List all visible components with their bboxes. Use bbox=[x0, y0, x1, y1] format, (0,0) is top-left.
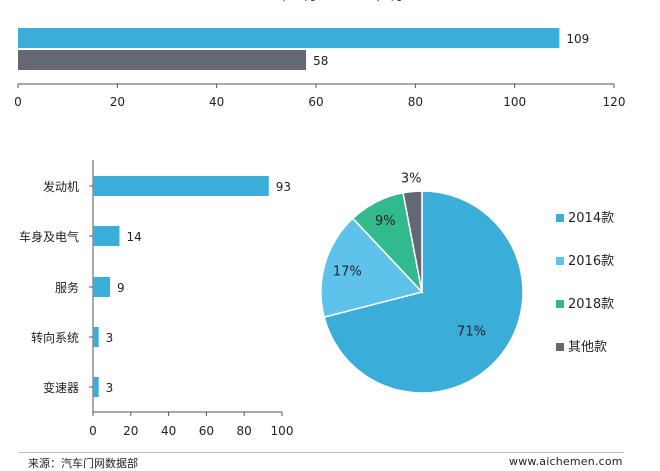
legend-swatch-1 bbox=[556, 257, 564, 265]
legend-label-0: 2014款 bbox=[568, 211, 614, 226]
category-label: 发动机 bbox=[43, 179, 79, 194]
bar bbox=[93, 327, 99, 347]
bar-0 bbox=[18, 28, 560, 48]
bar bbox=[93, 176, 269, 196]
bar bbox=[93, 377, 99, 397]
bar bbox=[93, 226, 120, 246]
category-label: 服务 bbox=[55, 280, 79, 295]
category-label: 车身及电气 bbox=[19, 229, 79, 244]
x-tick-label-60: 60 bbox=[308, 95, 323, 109]
bar-value-label: 3 bbox=[106, 331, 114, 345]
x-tick-label-80: 80 bbox=[237, 424, 252, 438]
legend-swatch-0 bbox=[556, 214, 564, 222]
bar bbox=[93, 277, 111, 297]
x-tick-label-40: 40 bbox=[209, 95, 224, 109]
legend-label-2: 2018款 bbox=[568, 297, 614, 312]
legend-swatch-3 bbox=[556, 343, 564, 351]
x-tick-label-20: 20 bbox=[123, 424, 138, 438]
bar-1 bbox=[18, 50, 307, 70]
x-tick-label-0: 0 bbox=[89, 424, 97, 438]
pie-label-0: 71% bbox=[457, 324, 486, 339]
footer-divider bbox=[18, 452, 624, 453]
category-label: 转向系统 bbox=[31, 330, 79, 345]
category-label: 变速器 bbox=[43, 380, 79, 395]
bar-value-label: 3 bbox=[106, 381, 114, 395]
x-tick-label-100: 100 bbox=[271, 424, 294, 438]
bar-value-label-1: 58 bbox=[313, 54, 328, 68]
x-tick-label-0: 0 bbox=[14, 95, 22, 109]
x-tick-label-120: 120 bbox=[603, 95, 626, 109]
x-tick-label-20: 20 bbox=[110, 95, 125, 109]
bar-value-label: 93 bbox=[276, 180, 291, 194]
pie-label-3: 3% bbox=[401, 171, 422, 186]
bar-value-label: 14 bbox=[126, 230, 141, 244]
legend-label-3: 其他款 bbox=[568, 340, 607, 355]
x-tick-label-80: 80 bbox=[408, 95, 423, 109]
x-tick-label-40: 40 bbox=[161, 424, 176, 438]
pie-slice-0 bbox=[323, 190, 524, 394]
legend-swatch-2 bbox=[556, 300, 564, 308]
source-note: 来源：汽车门网数据部 bbox=[28, 457, 138, 470]
pie-label-1: 17% bbox=[333, 264, 362, 279]
pie-slice-3 bbox=[402, 190, 423, 293]
legend-label-0: 2019年10月 bbox=[247, 0, 317, 3]
pie-slice-1 bbox=[320, 217, 424, 319]
website-url: www.aichemen.com bbox=[509, 455, 623, 468]
legend-label-1: 2016款 bbox=[568, 254, 614, 269]
bar-value-label: 9 bbox=[117, 281, 125, 295]
bar-value-label-0: 109 bbox=[566, 32, 589, 46]
x-tick-label-100: 100 bbox=[503, 95, 526, 109]
x-tick-label-60: 60 bbox=[199, 424, 214, 438]
legend-label-1: 2019年9月 bbox=[341, 0, 403, 3]
pie-label-2: 9% bbox=[375, 214, 396, 229]
